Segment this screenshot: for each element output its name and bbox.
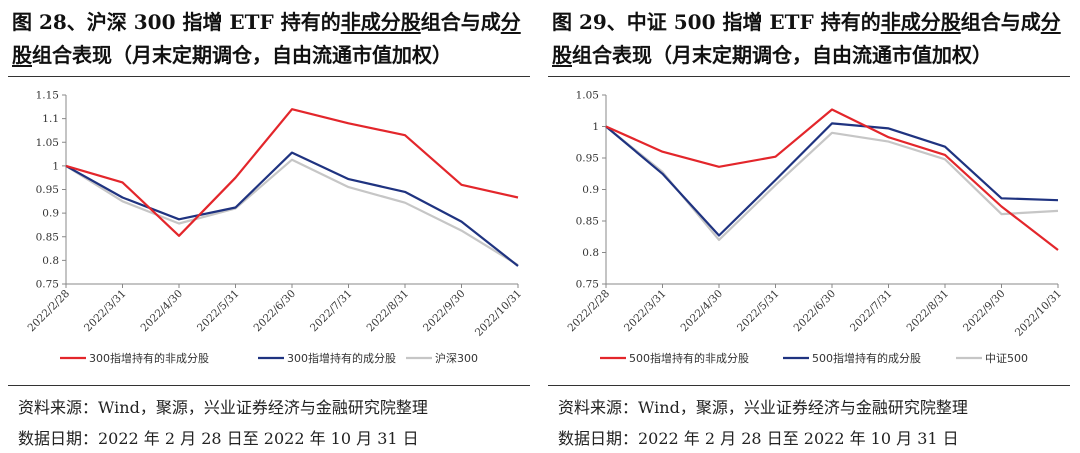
title-mid: 组合与成 [420,10,501,34]
date-range-note: 数据日期：2022 年 2 月 28 日至 2022 年 10 月 31 日 [558,429,959,448]
x-tick-label: 2022/8/31 [365,288,412,335]
x-tick-label: 2022/6/30 [792,288,839,335]
date-range-note: 数据日期：2022 年 2 月 28 日至 2022 年 10 月 31 日 [18,429,419,448]
legend-label: 500指增持有的非成分股 [629,351,749,365]
title-underline-1: 非成分股 [880,10,961,34]
x-tick-label: 2022/5/31 [195,288,242,335]
y-tick-label: 0.9 [582,184,599,196]
figure-title: 图 29、中证 500 指增 ETF 持有的非成分股组合与成分股组合表现（月末定… [552,6,1072,72]
title-underline-2: 分股 [552,10,1061,67]
source-note: 资料来源：Wind，聚源，兴业证券经济与金融研究院整理 [18,398,428,417]
y-tick-label: 0.8 [42,255,59,267]
x-tick-label: 2022/7/31 [848,288,895,335]
x-tick-label: 2022/2/28 [566,288,613,335]
series-line-2 [65,158,519,267]
top-divider [8,76,530,77]
x-tick-label: 2022/4/30 [679,288,726,335]
legend-label: 300指增持有的非成分股 [89,351,209,365]
series-line-2 [605,125,1059,241]
bottom-divider [8,385,530,386]
y-tick-label: 0.75 [576,279,599,291]
series-line-1 [65,151,519,267]
x-tick-label: 2022/2/28 [26,288,73,335]
bottom-divider [548,385,1070,386]
y-tick-label: 1.05 [576,90,599,102]
title-suffix: 组合表现（月末定期调仓，自由流通市值加权） [572,43,992,67]
y-tick-label: 0.95 [36,184,59,196]
x-tick-label: 2022/10/31 [473,288,524,339]
source-note: 资料来源：Wind，聚源，兴业证券经济与金融研究院整理 [558,398,968,417]
y-tick-label: 1 [592,121,599,133]
legend-label: 300指增持有的成分股 [287,351,396,365]
y-tick-label: 0.75 [36,279,59,291]
title-prefix: 图 28、沪深 300 指增 ETF 持有的 [12,10,341,34]
series-line-1 [605,122,1059,237]
series-line-0 [605,108,1059,251]
y-tick-label: 0.85 [576,216,599,228]
x-tick-label: 2022/3/31 [622,288,669,335]
x-tick-label: 2022/9/30 [961,288,1008,335]
figure-title: 图 28、沪深 300 指增 ETF 持有的非成分股组合与成分股组合表现（月末定… [12,6,532,72]
title-mid: 组合与成 [960,10,1041,34]
y-tick-label: 0.95 [576,153,599,165]
x-tick-label: 2022/6/30 [252,288,299,335]
y-tick-label: 1.15 [36,90,59,102]
x-tick-label: 2022/7/31 [308,288,355,335]
title-suffix: 组合表现（月末定期调仓，自由流通市值加权） [32,43,452,67]
x-tick-label: 2022/4/30 [139,288,186,335]
x-tick-label: 2022/9/30 [421,288,468,335]
y-tick-label: 1.1 [42,113,59,125]
legend-label: 500指增持有的成分股 [812,351,921,365]
title-underline-1: 非成分股 [340,10,421,34]
figure-29-panel: 图 29、中证 500 指增 ETF 持有的非成分股组合与成分股组合表现（月末定… [548,0,1078,453]
legend-label: 沪深300 [435,351,478,365]
legend-label: 中证500 [985,352,1028,365]
series-line-0 [65,108,519,237]
x-tick-label: 2022/8/31 [905,288,952,335]
y-tick-label: 0.9 [42,208,59,220]
y-tick-label: 0.85 [36,231,59,243]
y-tick-label: 1.05 [36,137,59,149]
top-divider [548,76,1070,77]
x-tick-label: 2022/3/31 [82,288,129,335]
title-underline-2: 分股 [12,10,521,67]
y-tick-label: 1 [52,160,59,172]
title-prefix: 图 29、中证 500 指增 ETF 持有的 [552,10,881,34]
figure-28-panel: 图 28、沪深 300 指增 ETF 持有的非成分股组合与成分股组合表现（月末定… [8,0,538,453]
x-tick-label: 2022/5/31 [735,288,782,335]
y-tick-label: 0.8 [582,247,599,259]
x-tick-label: 2022/10/31 [1013,288,1064,339]
